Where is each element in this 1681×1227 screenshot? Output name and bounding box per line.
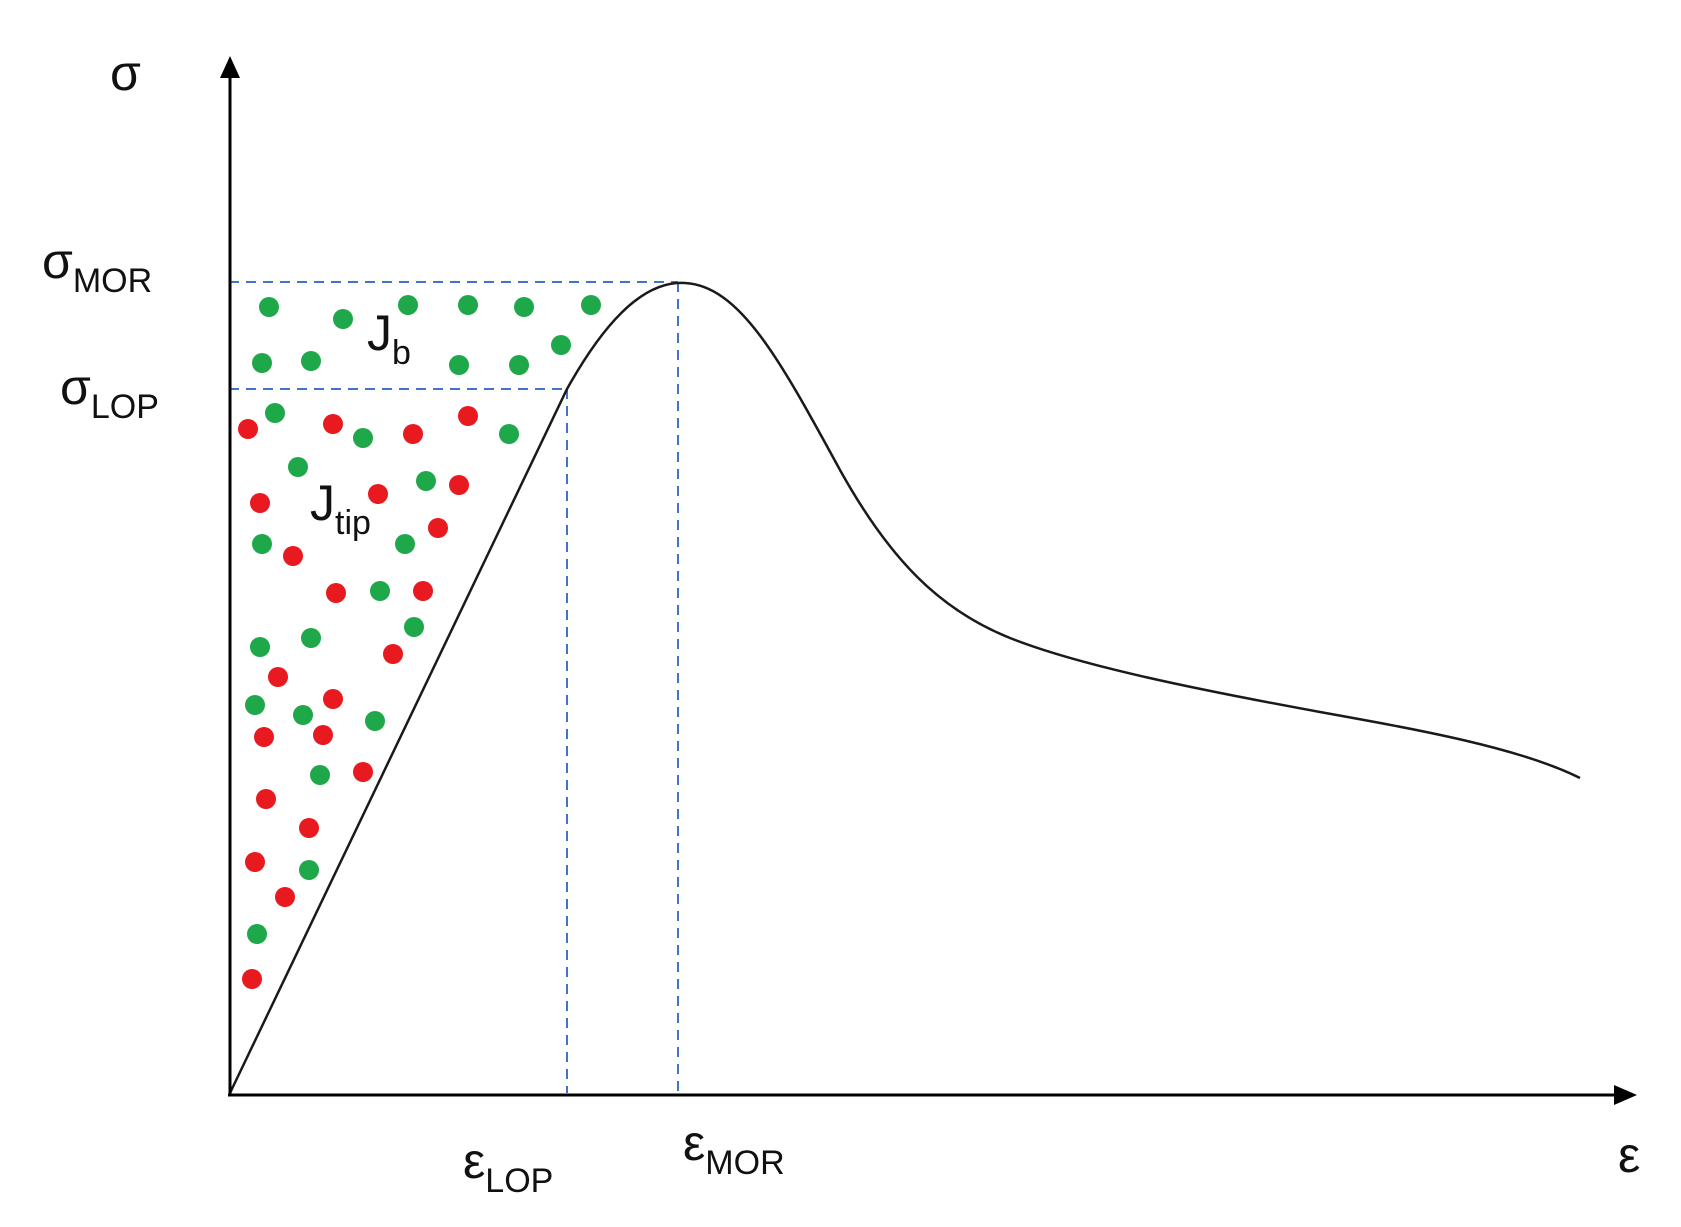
eps-mor-symbol: ε xyxy=(683,1115,705,1171)
green-dot xyxy=(247,924,267,944)
sigma-lop-symbol: σ xyxy=(60,359,91,415)
eps-mor-subscript: MOR xyxy=(705,1144,784,1182)
jtip-subscript: tip xyxy=(335,504,371,542)
green-dot xyxy=(581,295,601,315)
x-axis-arrow xyxy=(1614,1085,1637,1105)
jtip-label: Jtip xyxy=(310,475,371,542)
green-dot xyxy=(293,705,313,725)
green-dot xyxy=(288,457,308,477)
sigma-mor-label: σMOR xyxy=(42,233,152,300)
green-dot xyxy=(250,637,270,657)
red-dot xyxy=(256,789,276,809)
red-dot xyxy=(245,852,265,872)
green-dot xyxy=(458,295,478,315)
red-dot xyxy=(383,644,403,664)
red-dot xyxy=(413,581,433,601)
red-dot xyxy=(449,475,469,495)
green-dot xyxy=(370,581,390,601)
energy-dots xyxy=(238,295,601,989)
jb-label: Jb xyxy=(367,305,411,372)
green-dot xyxy=(333,309,353,329)
red-dot xyxy=(353,762,373,782)
green-dot xyxy=(499,424,519,444)
red-dot xyxy=(313,725,333,745)
red-dot xyxy=(250,493,270,513)
jtip-symbol: J xyxy=(310,475,335,531)
green-dot xyxy=(265,403,285,423)
y-axis-label: σ xyxy=(110,45,141,101)
red-dot xyxy=(299,818,319,838)
green-dot xyxy=(301,628,321,648)
red-dot xyxy=(403,424,423,444)
eps-lop-symbol: ε xyxy=(463,1133,485,1189)
green-dot xyxy=(449,355,469,375)
sigma-mor-subscript: MOR xyxy=(73,262,152,300)
x-axis-label: ε xyxy=(1618,1127,1640,1183)
eps-lop-label: εLOP xyxy=(463,1133,553,1200)
red-dot xyxy=(275,887,295,907)
sigma-mor-symbol: σ xyxy=(42,233,73,289)
green-dot xyxy=(259,297,279,317)
red-dot xyxy=(368,484,388,504)
red-dot xyxy=(326,583,346,603)
stress-strain-curve xyxy=(228,281,1581,1094)
green-dot xyxy=(353,428,373,448)
green-dot xyxy=(514,297,534,317)
green-dot xyxy=(245,695,265,715)
eps-lop-subscript: LOP xyxy=(485,1162,553,1200)
eps-mor-label: εMOR xyxy=(683,1115,785,1182)
jb-subscript: b xyxy=(392,334,411,372)
red-dot xyxy=(283,546,303,566)
red-dot xyxy=(458,406,478,426)
y-axis-arrow xyxy=(220,56,240,78)
sigma-lop-subscript: LOP xyxy=(91,388,159,426)
red-dot xyxy=(242,969,262,989)
green-dot xyxy=(299,860,319,880)
red-dot xyxy=(323,689,343,709)
red-dot xyxy=(428,518,448,538)
green-dot xyxy=(252,353,272,373)
red-dot xyxy=(238,419,258,439)
red-dot xyxy=(268,667,288,687)
green-dot xyxy=(252,534,272,554)
sigma-lop-label: σLOP xyxy=(60,359,159,426)
green-dot xyxy=(310,765,330,785)
green-dot xyxy=(551,335,571,355)
green-dot xyxy=(395,534,415,554)
green-dot xyxy=(509,355,529,375)
red-dot xyxy=(254,727,274,747)
jb-symbol: J xyxy=(367,305,392,361)
green-dot xyxy=(416,471,436,491)
red-dot xyxy=(323,414,343,434)
green-dot xyxy=(404,617,424,637)
green-dot xyxy=(365,711,385,731)
green-dot xyxy=(301,351,321,371)
green-dot xyxy=(398,295,418,315)
